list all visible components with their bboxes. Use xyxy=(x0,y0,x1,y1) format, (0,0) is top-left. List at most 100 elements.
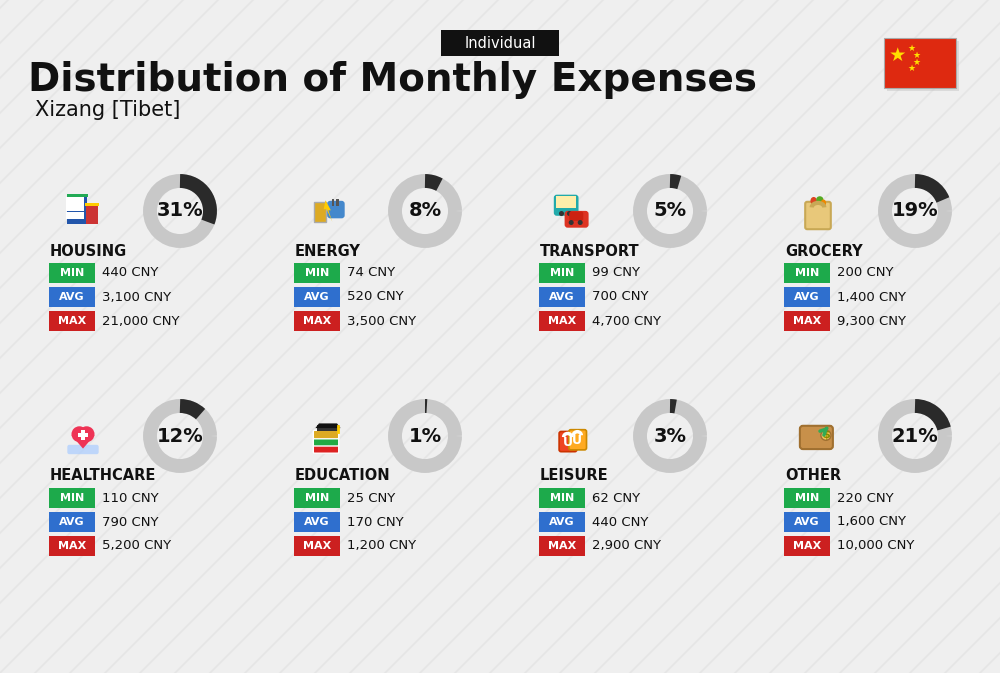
Bar xyxy=(562,196,571,208)
FancyBboxPatch shape xyxy=(539,512,585,532)
Text: AVG: AVG xyxy=(549,292,575,302)
Text: ★: ★ xyxy=(907,63,915,73)
Text: AVG: AVG xyxy=(59,292,85,302)
Text: 170 CNY: 170 CNY xyxy=(347,516,404,528)
Bar xyxy=(72,211,79,219)
Text: 4,700 CNY: 4,700 CNY xyxy=(592,314,661,328)
Text: 1,200 CNY: 1,200 CNY xyxy=(347,540,416,553)
FancyBboxPatch shape xyxy=(554,194,579,216)
Text: AVG: AVG xyxy=(794,517,820,527)
Bar xyxy=(72,197,79,204)
Text: 10,000 CNY: 10,000 CNY xyxy=(837,540,914,553)
Bar xyxy=(85,203,99,205)
Bar xyxy=(77,211,84,219)
FancyBboxPatch shape xyxy=(67,445,99,454)
Text: 31%: 31% xyxy=(157,201,203,221)
Bar xyxy=(81,429,85,440)
Text: 1,400 CNY: 1,400 CNY xyxy=(837,291,906,304)
Text: 110 CNY: 110 CNY xyxy=(102,491,159,505)
Bar xyxy=(77,205,84,211)
Text: EDUCATION: EDUCATION xyxy=(295,468,391,483)
Circle shape xyxy=(578,220,583,225)
Text: 3%: 3% xyxy=(654,427,686,446)
Bar xyxy=(314,202,326,222)
Text: 3,100 CNY: 3,100 CNY xyxy=(102,291,171,304)
Text: ★: ★ xyxy=(912,50,920,59)
Text: 12%: 12% xyxy=(157,427,203,446)
Text: 440 CNY: 440 CNY xyxy=(592,516,648,528)
Ellipse shape xyxy=(816,197,823,203)
Text: 21%: 21% xyxy=(892,427,938,446)
Text: U: U xyxy=(572,434,582,447)
Text: 790 CNY: 790 CNY xyxy=(102,516,158,528)
Text: OTHER: OTHER xyxy=(785,468,841,483)
FancyBboxPatch shape xyxy=(49,536,95,556)
Text: AVG: AVG xyxy=(549,517,575,527)
Text: Xizang [Tibet]: Xizang [Tibet] xyxy=(35,100,180,120)
FancyBboxPatch shape xyxy=(569,429,587,450)
Text: 9,300 CNY: 9,300 CNY xyxy=(837,314,906,328)
Text: AVG: AVG xyxy=(794,292,820,302)
Text: MIN: MIN xyxy=(795,493,819,503)
Text: 2,900 CNY: 2,900 CNY xyxy=(592,540,661,553)
Text: TRANSPORT: TRANSPORT xyxy=(540,244,640,258)
Text: ENERGY: ENERGY xyxy=(295,244,361,258)
Text: 520 CNY: 520 CNY xyxy=(347,291,404,304)
Text: 200 CNY: 200 CNY xyxy=(837,267,894,279)
Polygon shape xyxy=(71,435,95,449)
Text: Distribution of Monthly Expenses: Distribution of Monthly Expenses xyxy=(28,61,757,99)
Text: 5%: 5% xyxy=(653,201,687,221)
FancyBboxPatch shape xyxy=(539,287,585,307)
Text: MIN: MIN xyxy=(550,493,574,503)
Text: MIN: MIN xyxy=(60,493,84,503)
FancyBboxPatch shape xyxy=(559,431,577,452)
Bar xyxy=(78,433,88,437)
FancyBboxPatch shape xyxy=(784,263,830,283)
Text: 440 CNY: 440 CNY xyxy=(102,267,158,279)
Bar xyxy=(67,197,87,223)
FancyBboxPatch shape xyxy=(805,202,831,229)
Text: MAX: MAX xyxy=(548,316,576,326)
Bar xyxy=(567,196,576,208)
FancyBboxPatch shape xyxy=(441,30,559,56)
Bar xyxy=(66,211,73,219)
FancyBboxPatch shape xyxy=(327,201,345,218)
Text: GROCERY: GROCERY xyxy=(785,244,863,258)
FancyBboxPatch shape xyxy=(313,437,339,446)
FancyBboxPatch shape xyxy=(784,512,830,532)
Text: 8%: 8% xyxy=(408,201,442,221)
FancyBboxPatch shape xyxy=(569,211,583,221)
Bar xyxy=(332,199,334,205)
Circle shape xyxy=(79,426,95,442)
Bar xyxy=(336,199,339,205)
Text: U: U xyxy=(563,436,573,449)
Text: 1,600 CNY: 1,600 CNY xyxy=(837,516,906,528)
Text: MIN: MIN xyxy=(305,268,329,278)
Text: 5,200 CNY: 5,200 CNY xyxy=(102,540,171,553)
FancyBboxPatch shape xyxy=(784,311,830,331)
Circle shape xyxy=(569,220,574,225)
Ellipse shape xyxy=(810,197,817,205)
Text: MAX: MAX xyxy=(58,541,86,551)
FancyBboxPatch shape xyxy=(539,488,585,508)
Text: MIN: MIN xyxy=(550,268,574,278)
Text: 21,000 CNY: 21,000 CNY xyxy=(102,314,180,328)
Text: 3,500 CNY: 3,500 CNY xyxy=(347,314,416,328)
FancyBboxPatch shape xyxy=(294,287,340,307)
Circle shape xyxy=(822,431,830,439)
Circle shape xyxy=(567,211,572,216)
FancyBboxPatch shape xyxy=(294,311,340,331)
FancyBboxPatch shape xyxy=(313,445,339,453)
Text: MIN: MIN xyxy=(795,268,819,278)
FancyBboxPatch shape xyxy=(294,536,340,556)
Text: 220 CNY: 220 CNY xyxy=(837,491,894,505)
Text: 1%: 1% xyxy=(408,427,442,446)
FancyBboxPatch shape xyxy=(884,38,956,88)
FancyBboxPatch shape xyxy=(49,488,95,508)
FancyBboxPatch shape xyxy=(294,488,340,508)
Circle shape xyxy=(821,430,831,440)
Text: HEALTHCARE: HEALTHCARE xyxy=(50,468,156,483)
FancyBboxPatch shape xyxy=(784,287,830,307)
Polygon shape xyxy=(324,200,332,222)
FancyBboxPatch shape xyxy=(539,311,585,331)
